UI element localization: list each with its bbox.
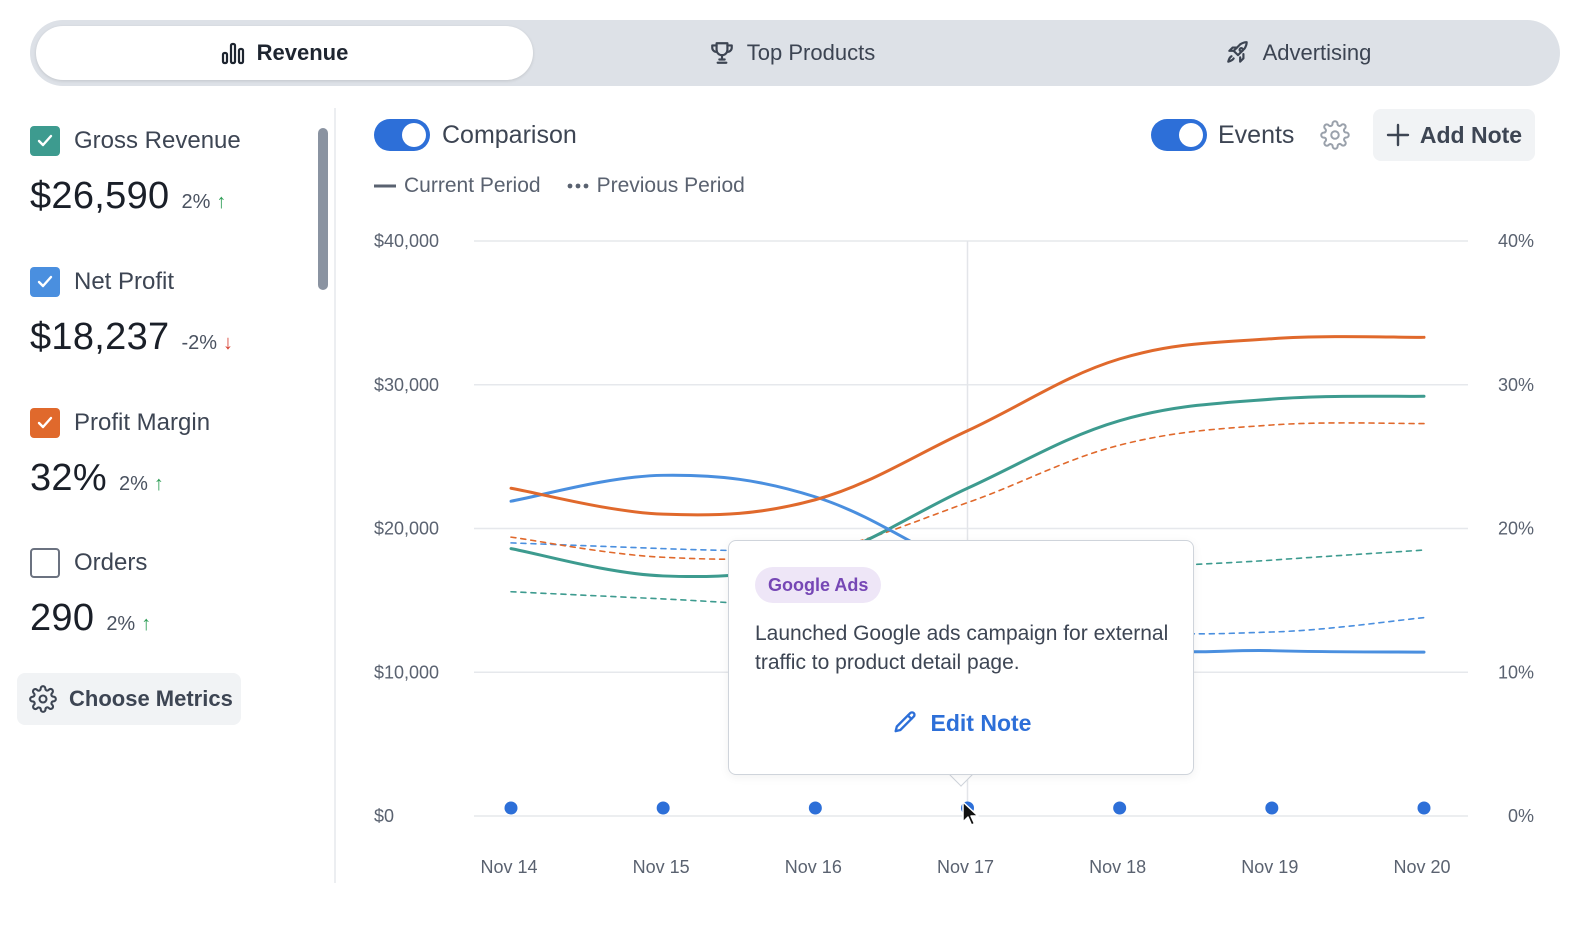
metric-value: 290 [30, 597, 95, 639]
orders-checkbox[interactable] [30, 548, 60, 578]
y2-axis-tick-label: 30% [1498, 375, 1534, 395]
tab-label: Advertising [1262, 40, 1372, 65]
events-label: Events [1218, 121, 1295, 149]
legend-previous-label: Previous Period [596, 174, 745, 197]
event-note-tooltip: Google Ads Launched Google ads campaign … [728, 540, 1194, 775]
tab-advertising[interactable]: Advertising [1042, 26, 1554, 80]
gear-icon [29, 685, 57, 713]
edit-note-button[interactable]: Edit Note [729, 709, 1193, 737]
legend-current-period: Current Period [374, 174, 541, 198]
tab-top-products[interactable]: Top Products [542, 26, 1042, 80]
y2-axis-tick-label: 10% [1498, 662, 1534, 682]
arrow-up-icon: ↑ [216, 191, 227, 213]
event-note-text: Launched Google ads campaign for externa… [755, 622, 1169, 674]
check-icon [37, 275, 53, 288]
y-axis-tick-label: $10,000 [374, 662, 439, 682]
event-badge: Google Ads [755, 567, 882, 603]
metric-change: 2% [181, 191, 211, 213]
dotted-line-icon [567, 183, 588, 189]
metric-change: -2% [181, 332, 218, 354]
chart-legend: Current Period Previous Period [374, 174, 761, 198]
event-marker [1265, 801, 1279, 815]
add-note-button[interactable]: Add Note [1373, 109, 1535, 161]
y-axis-tick-label: $30,000 [374, 375, 439, 395]
arrow-down-icon: ↓ [223, 332, 234, 354]
edit-note-label: Edit Note [930, 709, 1032, 736]
net-profit-checkbox[interactable] [30, 267, 60, 297]
x-axis-tick-label: Nov 19 [1241, 857, 1298, 877]
add-note-label: Add Note [1419, 121, 1523, 148]
gross-revenue-checkbox[interactable] [30, 126, 60, 156]
event-marker [808, 801, 822, 815]
y-axis-tick-label: $40,000 [374, 231, 439, 251]
profit-margin-previous-line [510, 422, 1425, 560]
tab-bar: Revenue Top Products Advertising [30, 20, 1560, 86]
choose-metrics-button[interactable]: Choose Metrics [17, 673, 241, 725]
legend-previous-period: Previous Period [567, 174, 745, 198]
gear-icon [1320, 120, 1350, 150]
y2-axis-tick-label: 20% [1498, 519, 1534, 539]
metric-label: Orders [74, 549, 148, 576]
events-toggle[interactable] [1151, 119, 1207, 151]
tab-revenue[interactable]: Revenue [36, 26, 533, 80]
metric-value: $26,590 [30, 175, 170, 217]
comparison-toggle[interactable] [374, 119, 430, 151]
check-icon [37, 416, 53, 429]
arrow-up-icon: ↑ [153, 473, 164, 495]
metric-label: Profit Margin [74, 409, 211, 436]
choose-metrics-label: Choose Metrics [69, 686, 233, 711]
pencil-icon [894, 711, 916, 733]
metric-orders: Orders 290 2% ↑ [30, 547, 151, 640]
arrow-up-icon: ↑ [141, 613, 152, 635]
gross-revenue-current-line [509, 394, 1426, 579]
tab-label: Top Products [746, 40, 876, 65]
metric-change: 2% [106, 613, 136, 635]
metric-profit-margin: Profit Margin 32% 2% ↑ [30, 407, 210, 500]
solid-line-icon [374, 184, 396, 188]
x-axis-tick-label: Nov 15 [633, 857, 690, 877]
bar-chart-icon [221, 42, 244, 65]
event-marker [1417, 801, 1431, 815]
metric-value: 32% [30, 457, 107, 499]
x-axis-tick-label: Nov 14 [480, 857, 537, 877]
x-axis-tick-label: Nov 17 [937, 857, 994, 877]
x-axis-tick-label: Nov 20 [1393, 857, 1450, 877]
metric-value: $18,237 [30, 316, 170, 358]
metric-change: 2% [118, 473, 148, 495]
legend-current-label: Current Period [404, 174, 541, 197]
event-marker [1113, 801, 1127, 815]
plus-icon [1386, 123, 1410, 147]
metric-net-profit: Net Profit $18,237 -2% ↓ [30, 266, 233, 359]
tab-label: Revenue [256, 40, 349, 65]
profit-margin-checkbox[interactable] [30, 408, 60, 438]
metrics-scrollbar[interactable] [318, 128, 328, 290]
event-marker [504, 801, 518, 815]
net-profit-previous-line [510, 542, 1425, 635]
profit-margin-current-line [509, 335, 1426, 517]
check-icon [37, 134, 53, 147]
rocket-icon [1226, 41, 1248, 63]
chart-settings-button[interactable] [1320, 120, 1350, 150]
trophy-icon [710, 42, 733, 64]
y-axis-tick-label: $20,000 [374, 519, 439, 539]
y-axis-tick-label: $0 [374, 806, 394, 826]
gross-revenue-previous-line [510, 549, 1425, 609]
x-axis-tick-label: Nov 16 [785, 857, 842, 877]
metric-label: Net Profit [74, 268, 175, 295]
y2-axis-tick-label: 40% [1498, 231, 1534, 251]
comparison-label: Comparison [442, 121, 577, 149]
mouse-cursor-icon [962, 801, 979, 826]
metric-label: Gross Revenue [74, 127, 241, 154]
x-axis-tick-label: Nov 18 [1089, 857, 1146, 877]
event-marker [656, 801, 670, 815]
y2-axis-tick-label: 0% [1508, 806, 1534, 826]
metric-gross-revenue: Gross Revenue $26,590 2% ↑ [30, 125, 241, 218]
panel-divider [334, 108, 336, 883]
